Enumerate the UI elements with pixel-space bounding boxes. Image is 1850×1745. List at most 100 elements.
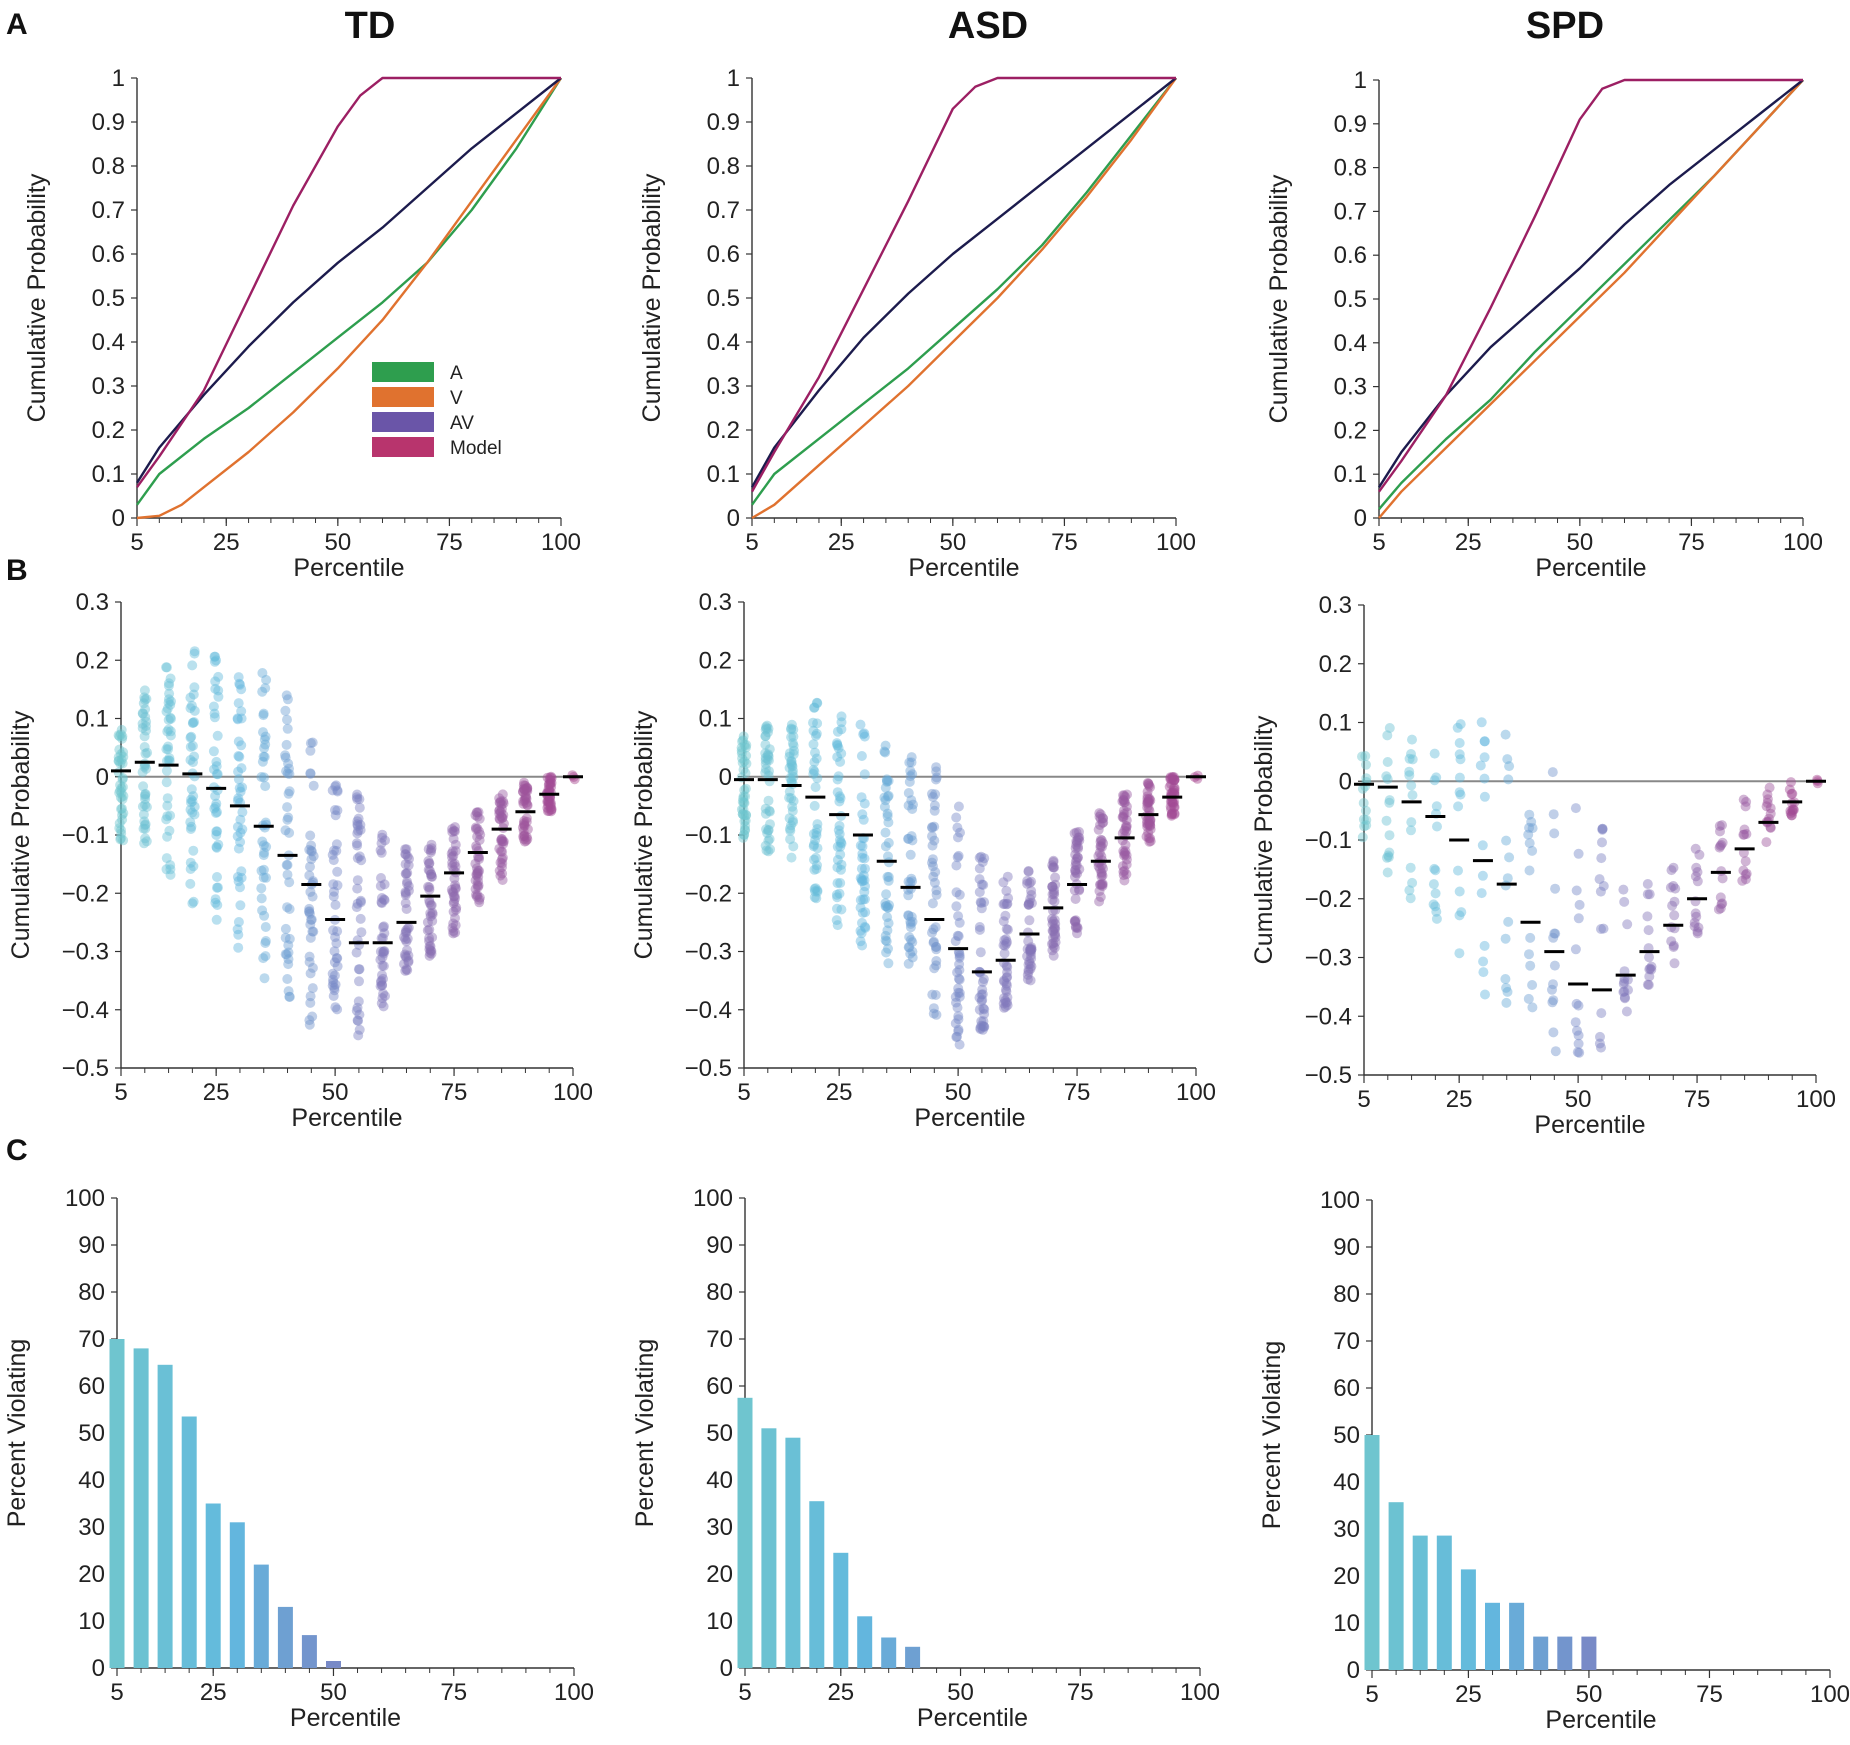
data-point	[1479, 752, 1490, 763]
data-point	[1716, 839, 1727, 850]
data-point	[258, 864, 269, 875]
data-point	[185, 741, 196, 752]
data-point	[975, 947, 986, 958]
data-point	[448, 906, 459, 917]
x-axis-label: Percentile	[290, 1704, 401, 1732]
bar	[301, 1635, 317, 1668]
data-point	[305, 991, 316, 1002]
data-point	[164, 678, 174, 689]
data-point	[860, 907, 871, 918]
data-point	[1000, 997, 1011, 1008]
data-point	[377, 970, 387, 980]
data-point	[953, 1014, 964, 1025]
data-point	[400, 844, 411, 855]
data-point	[284, 991, 295, 1002]
data-point	[786, 759, 797, 769]
data-point	[494, 865, 505, 876]
bar	[1460, 1569, 1476, 1670]
y-tick-label: −0.3	[62, 939, 109, 966]
data-point	[1621, 1006, 1632, 1017]
data-point	[903, 788, 914, 798]
data-point	[1646, 964, 1657, 975]
y-axis-label: Percent Violating	[3, 1339, 31, 1528]
data-point	[809, 800, 820, 811]
data-point	[1047, 881, 1058, 892]
data-point	[903, 890, 914, 901]
data-point	[473, 865, 484, 876]
data-point	[928, 871, 939, 882]
data-point	[998, 998, 1009, 1009]
x-tick-label: 100	[553, 1079, 593, 1106]
data-point	[764, 806, 775, 817]
data-point	[1142, 821, 1153, 832]
data-point	[473, 871, 484, 882]
bar	[785, 1437, 801, 1668]
data-point	[1001, 980, 1012, 991]
data-point	[1502, 873, 1513, 884]
data-point	[543, 796, 554, 807]
data-point	[832, 903, 842, 914]
data-point	[1693, 922, 1704, 933]
data-point	[379, 921, 389, 932]
data-point	[1455, 754, 1466, 765]
data-point	[1145, 814, 1156, 825]
data-point	[209, 656, 220, 667]
data-point	[210, 676, 221, 687]
data-point	[352, 883, 363, 894]
data-point	[542, 802, 553, 813]
data-point	[1095, 836, 1106, 847]
data-point	[1476, 717, 1487, 728]
data-point	[1047, 889, 1058, 900]
data-point	[331, 845, 342, 856]
data-point	[258, 751, 269, 762]
y-tick-label: −0.2	[1305, 886, 1352, 913]
data-point	[1024, 944, 1035, 955]
data-point	[1049, 887, 1059, 898]
data-point	[762, 750, 773, 761]
data-point	[1361, 773, 1372, 784]
data-point	[1074, 832, 1085, 843]
data-point	[738, 791, 749, 802]
data-point	[164, 825, 175, 836]
data-point	[379, 946, 390, 957]
data-point	[1001, 885, 1012, 896]
data-point	[761, 722, 771, 732]
data-point	[999, 935, 1010, 946]
data-point	[765, 844, 776, 855]
data-point	[470, 884, 481, 894]
y-tick-label: 30	[1333, 1516, 1360, 1543]
data-point	[494, 797, 505, 808]
data-point	[931, 941, 942, 952]
data-point	[1070, 860, 1081, 871]
data-point	[788, 749, 799, 760]
data-point	[259, 734, 270, 745]
data-point	[978, 1003, 989, 1014]
data-point	[352, 875, 363, 886]
data-point	[974, 887, 985, 898]
series-line-model	[1378, 78, 1803, 493]
data-point	[282, 694, 293, 705]
y-tick-label: 70	[78, 1326, 105, 1353]
data-point	[355, 895, 366, 906]
data-point	[331, 839, 342, 850]
data-point	[140, 800, 151, 810]
data-point	[835, 841, 846, 852]
data-point	[329, 845, 339, 856]
data-point	[233, 766, 244, 777]
data-point	[810, 747, 820, 758]
data-point	[1000, 1001, 1011, 1012]
data-point	[211, 808, 221, 818]
data-point	[903, 876, 914, 887]
data-point	[115, 780, 126, 790]
data-point	[1618, 987, 1629, 997]
data-point	[352, 816, 363, 827]
legend-swatch-model	[372, 437, 434, 457]
data-point	[352, 840, 363, 851]
data-point	[545, 800, 556, 810]
data-point	[1121, 854, 1132, 865]
y-tick-label: 0.9	[707, 109, 740, 136]
data-point	[1002, 898, 1013, 909]
data-point	[1405, 862, 1416, 873]
data-point	[857, 852, 868, 863]
data-point	[859, 875, 870, 886]
